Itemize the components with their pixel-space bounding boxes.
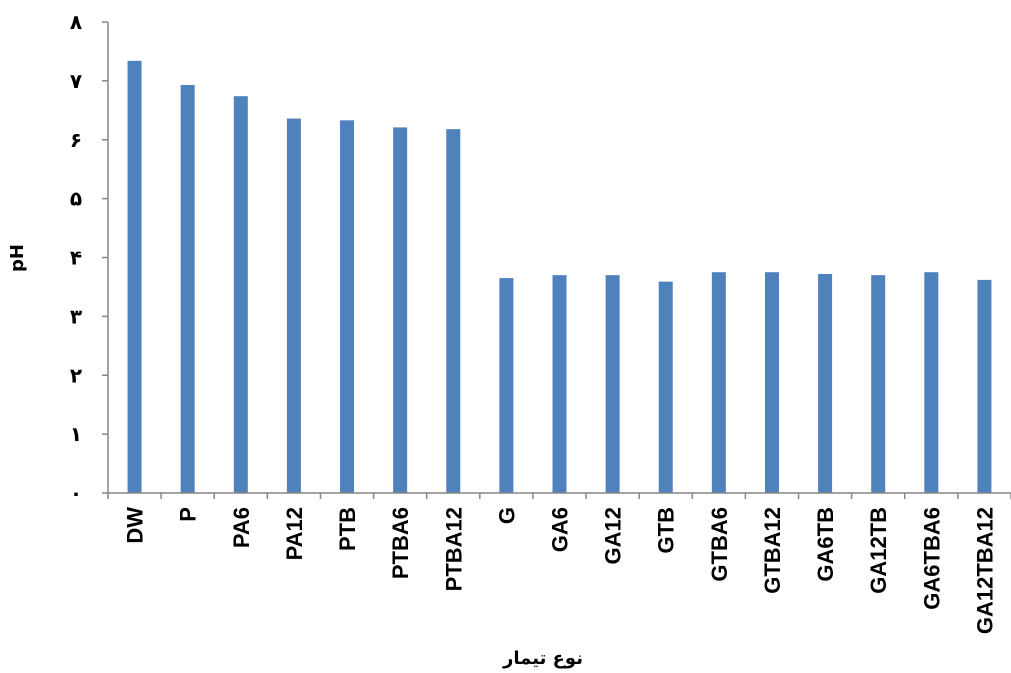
bar-g — [499, 278, 514, 493]
bar-ptba6 — [393, 127, 408, 493]
x-tick-label: GTBA12 — [760, 507, 785, 594]
x-tick-label: PA12 — [282, 507, 307, 560]
y-tick-label: ۷ — [70, 69, 82, 93]
x-tick-label: GA12TB — [866, 507, 891, 594]
y-axis-ticks: ۰ ۱ ۲ ۳ ۴ ۵ ۶ ۷ ۸ — [70, 10, 108, 505]
x-tick-label: PTB — [335, 507, 360, 551]
bar-p — [180, 84, 195, 493]
x-axis-title: نوع تیمار — [502, 648, 583, 669]
x-tick-label: GTBA6 — [707, 507, 732, 582]
y-tick-label: ۴ — [70, 246, 82, 270]
x-tick-label: GA12TBA12 — [972, 507, 997, 634]
x-tick-label: DW — [123, 507, 148, 544]
bar-gtba6 — [711, 272, 726, 493]
x-tick-label: GA6TB — [813, 507, 838, 582]
y-tick-label: ۶ — [70, 128, 82, 152]
y-tick-label: ۸ — [70, 10, 82, 34]
bar-ga12tba12 — [977, 279, 992, 493]
bar-ptba12 — [446, 129, 461, 493]
bar-ga6tba6 — [924, 272, 939, 493]
bar-ptb — [340, 120, 355, 493]
bar-ga6tb — [818, 273, 833, 493]
bar-gtb — [658, 281, 673, 493]
bar-ga12 — [605, 275, 620, 493]
y-tick-label: ۵ — [70, 187, 82, 211]
y-tick-label: ۳ — [70, 304, 82, 328]
x-tick-label: G — [494, 507, 519, 524]
bar-pa12 — [286, 118, 301, 494]
y-tick-label: ۰ — [70, 481, 82, 505]
y-axis-title: pH — [7, 244, 28, 272]
x-tick-label: PA6 — [229, 507, 254, 548]
bar-ga12tb — [871, 275, 886, 493]
y-tick-label: ۱ — [70, 422, 82, 446]
x-axis-ticks: DW P PA6 PA12 PTB PTBA6 PTBA12 G GA6 GA12 GTB GTBA6… — [107, 493, 1011, 634]
x-tick-label: GA6 — [548, 507, 573, 552]
x-tick-label: P — [176, 507, 201, 522]
bar-gtba12 — [764, 272, 779, 493]
bars-group — [127, 60, 992, 494]
bar-ga6 — [552, 275, 567, 493]
y-tick-label: ۲ — [70, 363, 82, 387]
bar-pa6 — [233, 96, 248, 494]
x-tick-label: GTB — [654, 507, 679, 553]
bar-dw — [127, 60, 142, 494]
x-tick-label: GA6TBA6 — [919, 507, 944, 610]
x-tick-label: GA12 — [601, 507, 626, 564]
x-tick-label: PTBA6 — [388, 507, 413, 579]
x-tick-label: PTBA12 — [441, 507, 466, 591]
